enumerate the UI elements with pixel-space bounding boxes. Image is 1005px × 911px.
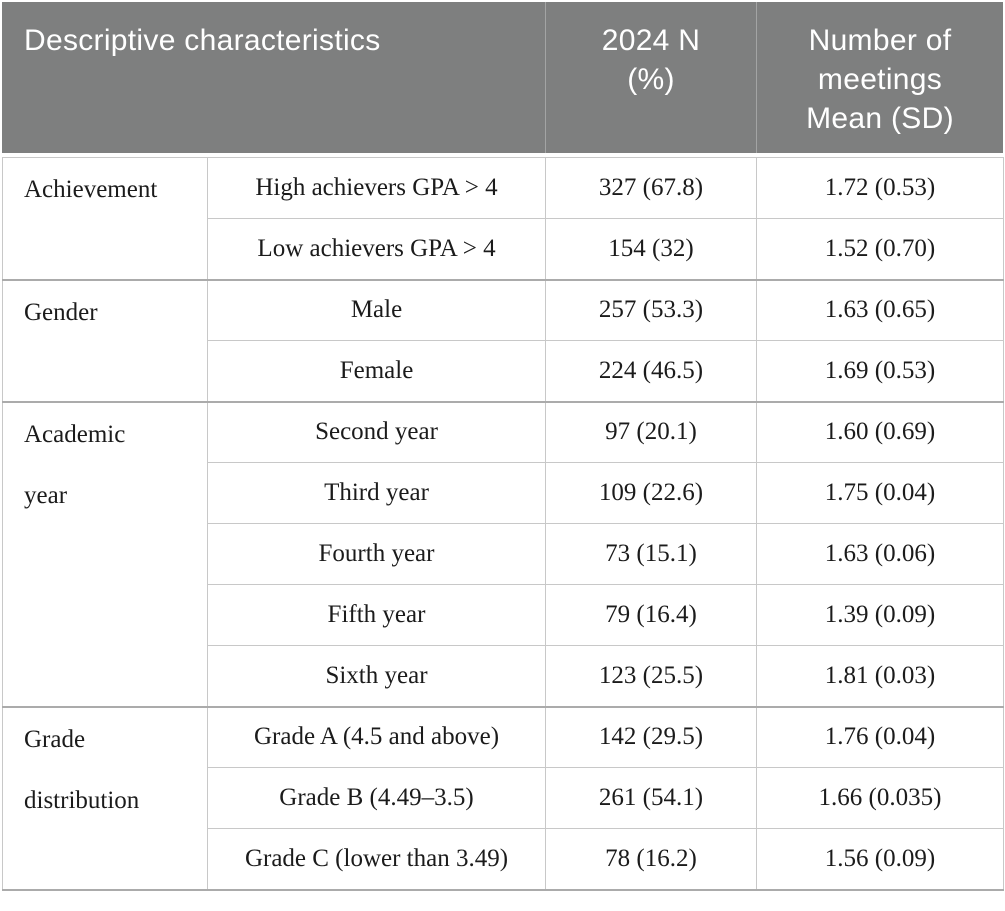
n-percent-cell: 73 (15.1) (545, 523, 757, 585)
n-percent-cell: 154 (32) (545, 218, 757, 280)
mean-sd-cell: 1.69 (0.53) (756, 340, 1004, 402)
mean-sd-cell: 1.39 (0.09) (756, 584, 1004, 646)
table-row: Third year 109 (22.6) 1.75 (0.04) (3, 462, 1004, 524)
mean-sd-cell: 1.72 (0.53) (756, 157, 1004, 219)
table-row: Gender Male 257 (53.3) 1.63 (0.65) (2, 278, 1004, 402)
table-row: Female 224 (46.5) 1.69 (0.53) (3, 340, 1004, 402)
mean-sd-cell: 1.63 (0.06) (756, 523, 1004, 585)
category-gender: Gender (2, 278, 208, 402)
n-percent-cell: 142 (29.5) (545, 705, 757, 768)
subcategory-cell: Second year (207, 400, 546, 463)
table-row: Sixth year 123 (25.5) 1.81 (0.03) (3, 645, 1004, 707)
subcategory-cell: Grade A (4.5 and above) (207, 705, 546, 768)
n-percent-cell: 224 (46.5) (545, 340, 757, 402)
table-row: Fourth year 73 (15.1) 1.63 (0.06) (3, 523, 1004, 585)
subcategory-cell: Third year (207, 462, 546, 524)
subcategory-cell: Fifth year (207, 584, 546, 646)
descriptive-characteristics-table: Achievement High achievers GPA > 4 327 (… (2, 157, 1004, 891)
table-row: Grade distribution Grade A (4.5 and abov… (2, 705, 1004, 890)
category-academic-year: Academic year (2, 400, 208, 707)
n-percent-cell: 123 (25.5) (545, 645, 757, 707)
mean-sd-cell: 1.76 (0.04) (756, 705, 1004, 768)
n-percent-cell: 79 (16.4) (545, 584, 757, 646)
n-percent-cell: 109 (22.6) (545, 462, 757, 524)
n-percent-cell: 261 (54.1) (545, 767, 757, 829)
mean-sd-cell: 1.66 (0.035) (756, 767, 1004, 829)
n-percent-cell: 97 (20.1) (545, 400, 757, 463)
table-row: Low achievers GPA > 4 154 (32) 1.52 (0.7… (3, 218, 1004, 280)
header-meetings-mean-sd: Number of meetings Mean (SD) (756, 2, 1003, 153)
category-achievement: Achievement (2, 157, 208, 280)
n-percent-cell: 327 (67.8) (545, 157, 757, 219)
subcategory-cell: Female (207, 340, 546, 402)
table-row: Grade C (lower than 3.49) 78 (16.2) 1.56… (3, 828, 1004, 890)
subcategory-cell: Sixth year (207, 645, 546, 707)
mean-sd-cell: 1.52 (0.70) (756, 218, 1004, 280)
subcategory-cell: High achievers GPA > 4 (207, 157, 546, 219)
subcategory-cell: Grade B (4.49–3.5) (207, 767, 546, 829)
subcategory-cell: Male (207, 278, 546, 341)
mean-sd-cell: 1.81 (0.03) (756, 645, 1004, 707)
table-row: Academic year Second year 97 (20.1) 1.60… (2, 400, 1004, 707)
category-grade-distribution: Grade distribution (2, 705, 208, 890)
subcategory-cell: Grade C (lower than 3.49) (207, 828, 546, 890)
mean-sd-cell: 1.63 (0.65) (756, 278, 1004, 341)
table-header-row: Descriptive characteristics 2024 N (%) N… (2, 2, 1003, 153)
table-row: Achievement High achievers GPA > 4 327 (… (2, 157, 1004, 280)
subcategory-cell: Low achievers GPA > 4 (207, 218, 546, 280)
header-2024-n-pct: 2024 N (%) (545, 2, 756, 153)
mean-sd-cell: 1.60 (0.69) (756, 400, 1004, 463)
header-descriptive-characteristics: Descriptive characteristics (24, 24, 381, 57)
n-percent-cell: 78 (16.2) (545, 828, 757, 890)
n-percent-cell: 257 (53.3) (545, 278, 757, 341)
mean-sd-cell: 1.56 (0.09) (756, 828, 1004, 890)
subcategory-cell: Fourth year (207, 523, 546, 585)
mean-sd-cell: 1.75 (0.04) (756, 462, 1004, 524)
table-row: Grade B (4.49–3.5) 261 (54.1) 1.66 (0.03… (3, 767, 1004, 829)
